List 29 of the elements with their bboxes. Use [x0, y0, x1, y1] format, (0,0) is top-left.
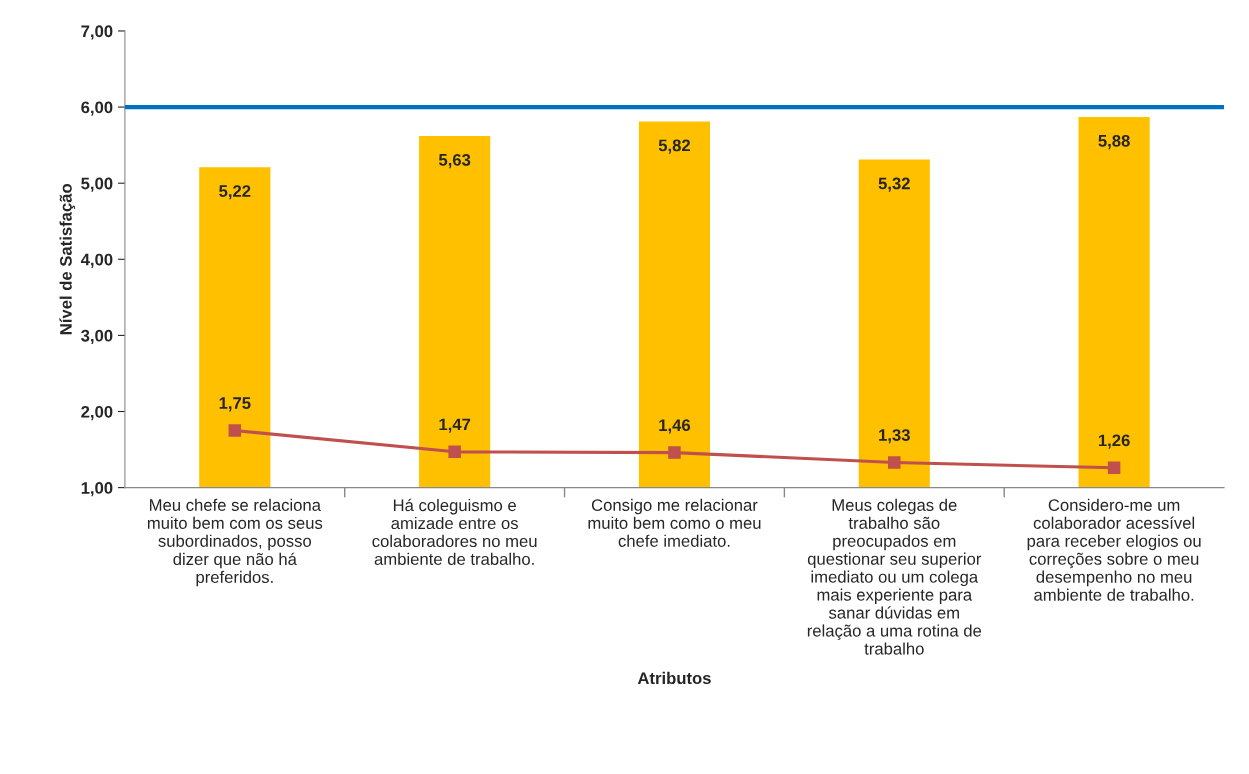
x-tick-label: Há coleguismo e amizade entre os colaboradores no meu ambiente de trabalho. [372, 498, 537, 566]
data-label: 5,32 [878, 177, 910, 192]
y-tick-label: 7,00 [81, 25, 113, 40]
data-label: 1,47 [439, 418, 471, 433]
x-tick-label: Meu chefe se relaciona muito bem com os seus subordinados, posso dizer que não há preferidos. [147, 498, 323, 587]
y-tick-label: 3,00 [81, 329, 113, 345]
x-tick-label: Considero-me um colaborador acessível para receber elogios ou correções sobre o meu desempenho no meu ambiente de trabalho. [1027, 498, 1201, 601]
data-label: 1,33 [879, 429, 910, 444]
y-tick-label: 6,00 [81, 101, 113, 116]
y-tick-label: 5,00 [81, 177, 113, 192]
category-label: Meus colegas de trabalho são preocupados em questionar seu superior imediato ou um colega mais experiente para sanar dúvidas em relação a uma rotina de trabalho [807, 498, 982, 655]
y-tick-label: 2,00 [81, 405, 113, 421]
point [448, 445, 461, 459]
point [228, 424, 242, 437]
data-label: 5,63 [438, 153, 471, 169]
data-label: 5,88 [1098, 134, 1130, 150]
point [888, 456, 901, 469]
y-tick-label: 4,00 [80, 253, 113, 268]
data-label: 5,82 [658, 139, 691, 154]
data-label: 5,22 [219, 185, 251, 200]
data-label: 1,75 [219, 397, 251, 412]
point [668, 446, 681, 459]
x-axis-title: Atributos [637, 671, 711, 685]
y-tick-label: 1,00 [81, 482, 113, 497]
x-tick-label: Consigo me relacionar muito bem como o meu chefe imediato. [588, 498, 761, 547]
data-label: 1,46 [659, 419, 691, 434]
data-label: 1,26 [1098, 434, 1130, 449]
point [1107, 461, 1121, 475]
y-axis-title: Nível de Satisfação [59, 183, 76, 335]
